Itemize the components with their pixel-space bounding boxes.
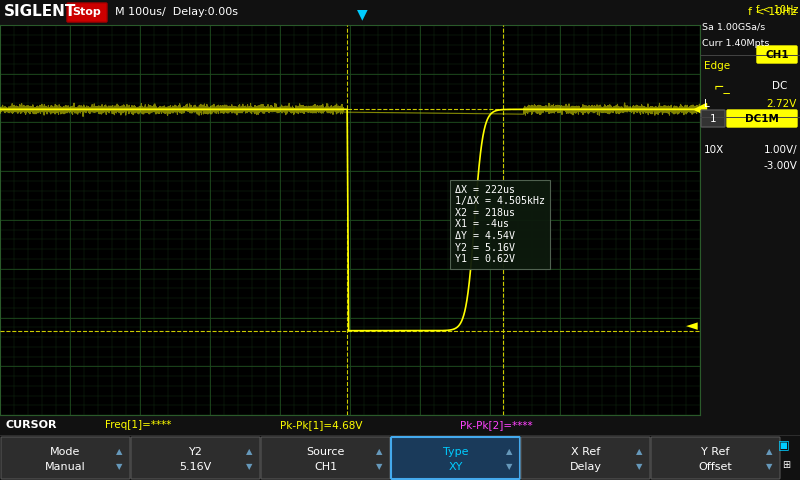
Text: 10X: 10X [704,145,724,155]
FancyBboxPatch shape [131,437,260,479]
Text: Y2: Y2 [189,447,202,457]
Text: CH1: CH1 [314,462,337,472]
Text: XY: XY [448,462,462,472]
FancyBboxPatch shape [261,437,390,479]
FancyBboxPatch shape [651,437,780,479]
FancyBboxPatch shape [521,437,650,479]
Text: Edge: Edge [704,61,730,71]
Text: DC: DC [772,81,788,91]
Text: ▲: ▲ [246,447,252,456]
Text: ▼: ▼ [636,462,642,471]
Text: ▲: ▲ [506,447,512,456]
Text: 2.72V: 2.72V [766,99,797,109]
Text: Type: Type [442,447,468,457]
Text: ▲: ▲ [766,447,772,456]
Text: ▼: ▼ [116,462,122,471]
Text: Curr 1.40Mpts: Curr 1.40Mpts [702,39,770,48]
Text: CURSOR: CURSOR [5,420,57,430]
Text: Source: Source [306,447,345,457]
Text: ▲: ▲ [116,447,122,456]
Text: 1: 1 [710,113,716,123]
Text: 5.16V: 5.16V [179,462,212,472]
FancyBboxPatch shape [701,110,725,127]
FancyBboxPatch shape [727,110,797,127]
FancyBboxPatch shape [757,46,797,63]
Text: ΔX = 222us
1/ΔX = 4.505kHz
X2 = 218us
X1 = -4us
ΔY = 4.54V
Y2 = 5.16V
Y1 = 0.62V: ΔX = 222us 1/ΔX = 4.505kHz X2 = 218us X1… [455,185,545,264]
Text: Mode: Mode [50,447,81,457]
Text: Stop: Stop [73,7,102,17]
Text: -3.00V: -3.00V [763,161,797,171]
Text: ▼: ▼ [376,462,382,471]
Text: Manual: Manual [45,462,86,472]
FancyBboxPatch shape [1,437,130,479]
Text: ▣: ▣ [778,439,790,452]
Text: DC1M: DC1M [745,113,779,123]
Text: 1.00V/: 1.00V/ [763,145,797,155]
Text: ▼: ▼ [246,462,252,471]
Text: f < 10Hz: f < 10Hz [747,7,796,17]
Text: SIGLENT: SIGLENT [4,4,76,20]
Text: Pk-Pk[1]=4.68V: Pk-Pk[1]=4.68V [280,420,362,430]
Text: X Ref: X Ref [571,447,600,457]
Text: Y Ref: Y Ref [702,447,730,457]
Text: ▼: ▼ [506,462,512,471]
Text: ▼: ▼ [766,462,772,471]
Text: ◄: ◄ [686,318,698,333]
Text: Freq[1]=****: Freq[1]=**** [105,420,171,430]
Text: ⊞: ⊞ [782,460,790,470]
Text: ▼: ▼ [357,7,367,21]
Text: f < 10Hz: f < 10Hz [756,5,798,15]
Text: L: L [704,99,710,109]
Text: ⌐_: ⌐_ [714,81,730,94]
Text: ▲: ▲ [636,447,642,456]
Text: Sa 1.00GSa/s: Sa 1.00GSa/s [702,23,766,32]
Text: Offset: Offset [698,462,732,472]
Text: Delay: Delay [570,462,602,472]
Text: CH1: CH1 [765,49,789,60]
Text: Pk-Pk[2]=****: Pk-Pk[2]=**** [460,420,533,430]
Text: ▲: ▲ [376,447,382,456]
Text: M 100us/  Delay:0.00s: M 100us/ Delay:0.00s [115,7,238,17]
FancyBboxPatch shape [391,437,520,479]
FancyBboxPatch shape [67,3,107,22]
